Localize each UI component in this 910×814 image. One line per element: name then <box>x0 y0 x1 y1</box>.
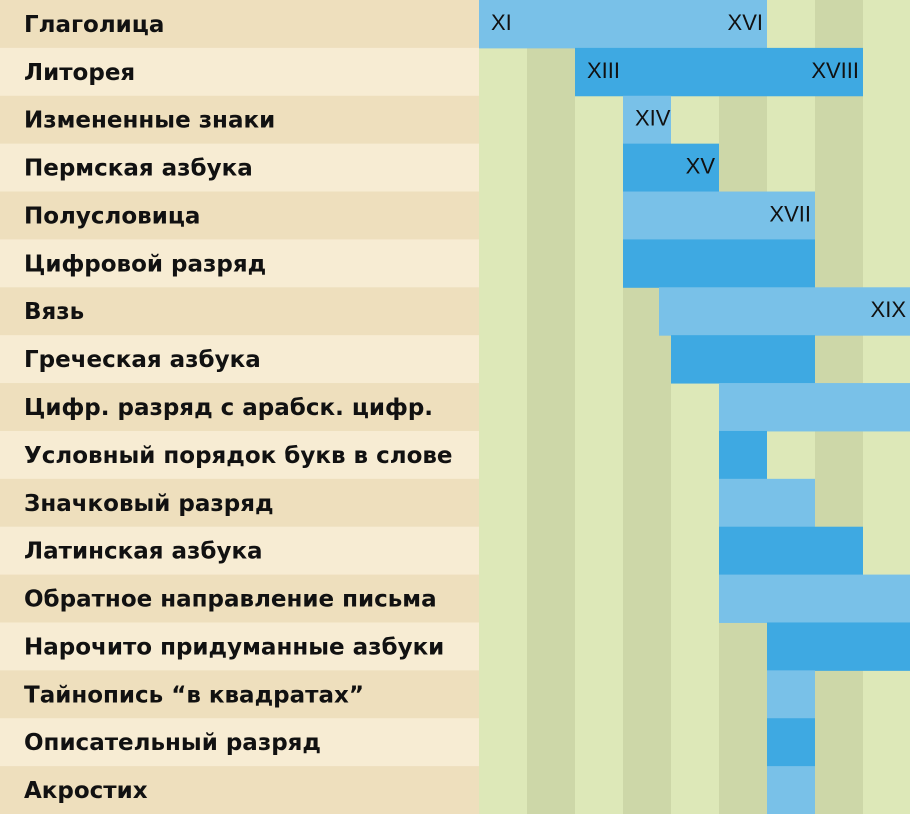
century-end-label: XV <box>686 154 716 179</box>
row-label: Глаголица <box>24 12 164 38</box>
century-end-label: XVI <box>728 10 763 35</box>
range-bar <box>623 191 815 240</box>
label-band <box>0 191 479 240</box>
range-bar <box>767 622 910 671</box>
label-band <box>0 622 479 671</box>
century-column <box>671 0 720 814</box>
range-bars <box>479 0 910 814</box>
row-label: Пермская азбука <box>24 156 253 182</box>
century-start-label: XIII <box>587 58 620 83</box>
century-column <box>575 0 624 814</box>
row-label: Условный порядок букв в слове <box>24 443 453 469</box>
century-column <box>479 0 528 814</box>
row-label: Тайнопись “в квадратах” <box>24 682 364 708</box>
century-labels: XI XVI XIII XVIII XIV XV XVII XIX <box>491 10 906 322</box>
range-bar <box>719 478 815 528</box>
century-start-label: XI <box>491 10 512 35</box>
row-label: Нарочито придуманные азбуки <box>24 634 444 660</box>
label-band <box>0 574 479 623</box>
range-bar <box>719 574 910 623</box>
label-band <box>0 287 479 336</box>
century-end-label: XVIII <box>811 58 859 83</box>
range-bar <box>479 0 767 49</box>
row-label: Греческая азбука <box>24 347 261 373</box>
label-bands <box>0 0 479 814</box>
label-band <box>0 430 479 480</box>
label-band <box>0 478 479 528</box>
range-bar <box>719 526 863 576</box>
label-band <box>0 335 479 384</box>
range-bar <box>767 670 815 719</box>
row-label: Латинская азбука <box>24 539 263 565</box>
range-bar <box>575 47 863 97</box>
label-band <box>0 526 479 576</box>
row-label: Значковый разряд <box>24 491 274 517</box>
label-band <box>0 766 479 814</box>
century-start-label: XIV <box>635 106 671 131</box>
label-band <box>0 143 479 193</box>
row-label: Измененные знаки <box>24 108 275 134</box>
row-label: Вязь <box>24 299 84 325</box>
row-label: Полусловица <box>24 203 200 229</box>
range-bar <box>623 143 719 193</box>
range-bar <box>719 383 910 432</box>
century-end-label: XVII <box>769 201 811 226</box>
range-bar <box>659 287 910 336</box>
label-band <box>0 95 479 145</box>
label-band <box>0 47 479 97</box>
label-band <box>0 383 479 432</box>
range-bar <box>719 430 767 480</box>
range-bar <box>623 239 815 288</box>
century-end-label: XIX <box>871 297 907 322</box>
row-labels: Глаголица Литорея Измененные знаки Пермская… <box>24 12 453 804</box>
row-label: Литорея <box>24 60 135 86</box>
range-bar <box>671 335 815 384</box>
century-column <box>527 0 576 814</box>
label-band <box>0 0 479 49</box>
label-band <box>0 670 479 719</box>
label-band <box>0 239 479 288</box>
range-bar <box>767 718 815 767</box>
label-band <box>0 718 479 767</box>
row-label: Описательный разряд <box>24 730 321 756</box>
range-bar <box>623 95 671 145</box>
row-label: Цифр. разряд с арабск. цифр. <box>24 395 433 421</box>
row-label: Акростих <box>24 778 148 804</box>
range-bar <box>767 766 815 814</box>
row-label: Цифровой разряд <box>24 251 266 277</box>
row-label: Обратное направление письма <box>24 587 437 613</box>
